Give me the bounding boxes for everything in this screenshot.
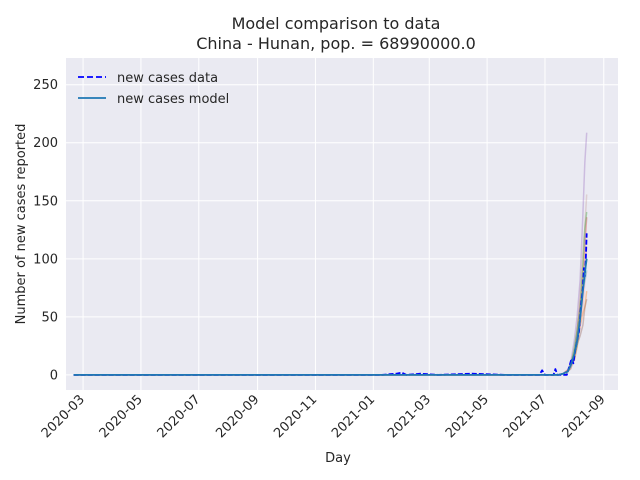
y-tick-labels: 0 50 100 150 200 250 [33, 78, 58, 383]
chart-title: Model comparison to data [232, 14, 441, 33]
grid [66, 58, 618, 390]
legend: new cases data new cases model [78, 71, 229, 107]
series-line-model [73, 258, 588, 376]
legend-label-data: new cases data [117, 71, 218, 86]
y-tick-label: 200 [33, 136, 58, 151]
legend-label-model: new cases model [117, 92, 229, 107]
y-tick-label: 250 [33, 78, 58, 93]
y-tick-label: 150 [33, 194, 58, 209]
x-axis-label: Day [325, 451, 351, 466]
y-tick-label: 50 [41, 310, 58, 325]
chart-subtitle: China - Hunan, pop. = 68990000.0 [196, 34, 476, 53]
y-axis-label: Number of new cases reported [14, 124, 29, 325]
plot-area [66, 58, 618, 390]
y-tick-label: 0 [50, 368, 58, 383]
series-lines [73, 233, 588, 376]
y-tick-label: 100 [33, 252, 58, 267]
